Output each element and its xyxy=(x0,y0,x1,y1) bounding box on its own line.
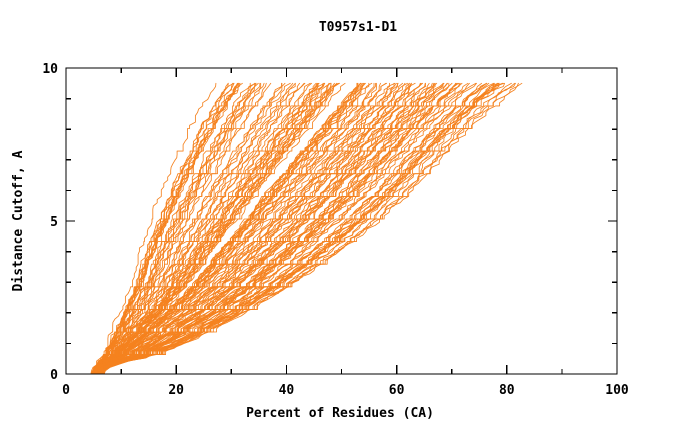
x-axis-title: Percent of Residues (CA) xyxy=(246,406,434,421)
data-curve xyxy=(94,82,301,374)
data-curve xyxy=(95,82,399,374)
data-curve xyxy=(92,82,330,374)
data-curve xyxy=(100,82,506,374)
data-curve xyxy=(92,82,361,374)
data-curve xyxy=(92,82,512,374)
data-curve xyxy=(102,82,436,374)
data-curve xyxy=(90,82,239,374)
data-curve xyxy=(101,82,398,374)
data-curve xyxy=(98,82,477,374)
data-curve xyxy=(98,82,318,374)
data-curve xyxy=(91,82,363,374)
data-curve xyxy=(102,82,426,374)
data-curve xyxy=(93,82,416,374)
data-curve xyxy=(95,82,256,374)
data-curve xyxy=(91,82,519,374)
data-curve xyxy=(95,82,362,374)
y-axis-title: Distance Cutoff, A xyxy=(11,150,26,291)
data-curve xyxy=(94,82,259,374)
data-curve xyxy=(91,82,229,374)
x-tick-label: 20 xyxy=(168,383,184,398)
axis-ticks xyxy=(65,67,618,375)
data-curve xyxy=(100,82,291,374)
data-curve xyxy=(91,82,499,374)
x-tick-label: 100 xyxy=(605,383,629,398)
data-curve xyxy=(103,82,265,374)
data-curve xyxy=(92,82,340,374)
data-curve xyxy=(94,82,217,374)
data-curve xyxy=(102,82,235,374)
data-curve xyxy=(91,82,272,374)
data-curve xyxy=(94,82,262,374)
data-curve xyxy=(101,82,490,374)
data-curve xyxy=(94,82,409,374)
data-curve xyxy=(100,82,286,374)
data-curve xyxy=(100,82,238,374)
y-tick-labels: 0 5 10 xyxy=(42,62,58,383)
x-tick-label: 0 xyxy=(62,383,70,398)
data-curve xyxy=(95,82,412,374)
y-tick-label: 5 xyxy=(50,215,58,230)
plot-area xyxy=(90,82,523,374)
x-tick-label: 40 xyxy=(279,383,295,398)
data-curve xyxy=(97,82,283,374)
data-curve xyxy=(100,82,366,374)
x-tick-label: 80 xyxy=(499,383,515,398)
data-curve xyxy=(97,82,381,374)
data-curve xyxy=(91,82,444,374)
data-curve xyxy=(100,82,505,374)
data-curve xyxy=(102,82,421,374)
data-curve xyxy=(90,82,461,374)
y-tick-label: 10 xyxy=(42,62,58,77)
data-curve xyxy=(104,82,331,374)
x-tick-labels: 0 20 40 60 80 100 xyxy=(62,383,629,398)
data-curve xyxy=(93,82,504,374)
data-curve xyxy=(96,82,261,374)
data-curves-group xyxy=(90,82,523,374)
data-curve xyxy=(99,82,282,374)
data-curve xyxy=(98,82,453,374)
data-curve xyxy=(102,82,346,374)
data-curve xyxy=(98,82,477,374)
data-curve xyxy=(100,82,311,374)
y-tick-label: 0 xyxy=(50,368,58,383)
data-curve xyxy=(94,82,317,374)
data-curve xyxy=(100,82,319,374)
chart-title: T0957s1-D1 xyxy=(319,20,397,35)
data-curve xyxy=(98,82,404,374)
x-tick-label: 60 xyxy=(389,383,405,398)
data-curve xyxy=(92,82,361,374)
data-curve xyxy=(94,82,422,374)
data-curve xyxy=(102,82,296,374)
data-curve xyxy=(102,82,332,374)
